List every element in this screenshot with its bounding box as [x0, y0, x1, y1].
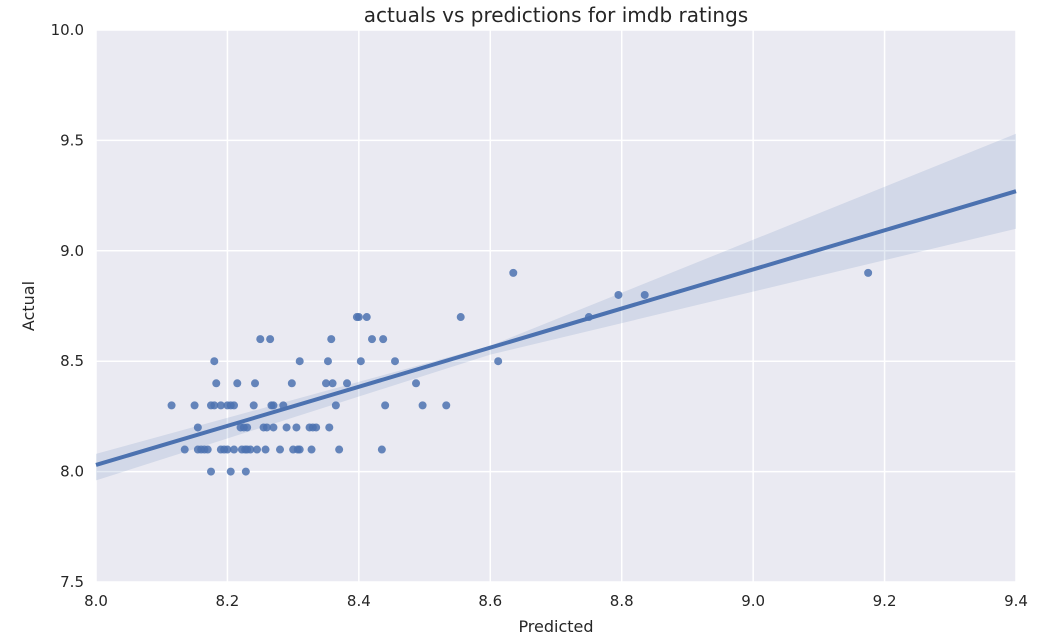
- data-point: [282, 423, 291, 432]
- data-point: [210, 357, 219, 366]
- data-point: [354, 313, 363, 322]
- regression-line-group: [95, 189, 1017, 467]
- chart-title: actuals vs predictions for imdb ratings: [364, 3, 748, 27]
- data-point: [251, 379, 260, 388]
- data-point: [362, 313, 371, 322]
- confidence-band-area: [96, 133, 1016, 481]
- data-point: [412, 379, 421, 388]
- y-tick-label: 8.5: [60, 352, 84, 370]
- data-point: [327, 335, 336, 344]
- x-tick-label: 8.8: [610, 592, 634, 610]
- data-point: [356, 357, 365, 366]
- data-point: [261, 445, 270, 454]
- x-axis-label: Predicted: [518, 617, 593, 636]
- y-tick-label: 9.5: [60, 131, 84, 149]
- data-point: [246, 445, 255, 454]
- data-point: [614, 290, 623, 299]
- data-point: [331, 401, 340, 410]
- data-point: [190, 401, 199, 410]
- data-point: [292, 423, 301, 432]
- data-point: [276, 445, 284, 454]
- x-tick-labels: 8.0 8.2 8.4 8.6 8.8 9.0 9.2 9.4: [84, 592, 1028, 610]
- data-point: [180, 445, 189, 454]
- data-point: [328, 379, 337, 388]
- data-point: [322, 379, 330, 388]
- regression-line: [95, 189, 1017, 467]
- data-point: [381, 401, 390, 410]
- x-tick-label: 9.2: [873, 592, 897, 610]
- data-point: [266, 335, 275, 344]
- x-tick-label: 9.0: [741, 592, 765, 610]
- data-point: [379, 335, 388, 344]
- data-point: [377, 445, 386, 454]
- y-axis-label: Actual: [19, 281, 38, 331]
- data-point: [335, 445, 344, 454]
- data-point: [230, 445, 238, 454]
- data-point: [269, 423, 278, 432]
- data-point: [226, 467, 235, 476]
- data-point: [325, 423, 334, 432]
- data-point: [368, 335, 376, 344]
- data-point: [216, 401, 225, 410]
- data-point: [864, 268, 873, 277]
- data-point: [312, 423, 321, 432]
- gridlines: [95, 29, 1017, 583]
- data-point: [256, 335, 265, 344]
- data-point: [418, 401, 427, 410]
- y-tick-labels: 7.5 8.0 8.5 9.0 9.5 10.0: [51, 21, 84, 591]
- data-point: [203, 445, 212, 454]
- y-tick-label: 9.0: [60, 242, 84, 260]
- data-point: [640, 290, 649, 299]
- data-point: [253, 445, 261, 454]
- y-tick-label: 10.0: [51, 21, 84, 39]
- x-tick-label: 8.4: [347, 592, 371, 610]
- confidence-band: [96, 133, 1016, 481]
- data-point: [212, 379, 221, 388]
- x-tick-label: 8.0: [84, 592, 108, 610]
- data-point: [233, 379, 242, 388]
- data-point: [230, 401, 238, 410]
- data-point: [210, 401, 219, 410]
- data-point: [307, 445, 316, 454]
- data-point: [442, 401, 451, 410]
- y-tick-label: 8.0: [60, 463, 84, 481]
- data-point: [494, 357, 503, 366]
- data-point: [262, 423, 271, 432]
- plot-area: [96, 30, 1016, 582]
- data-point: [241, 467, 250, 476]
- data-point: [391, 357, 399, 366]
- data-point: [295, 357, 304, 366]
- data-point: [323, 357, 332, 366]
- data-point: [287, 379, 296, 388]
- x-tick-label: 8.6: [478, 592, 502, 610]
- x-tick-label: 9.4: [1004, 592, 1028, 610]
- data-point: [509, 268, 518, 277]
- x-tick-label: 8.2: [215, 592, 239, 610]
- data-point: [193, 423, 202, 432]
- data-point: [343, 379, 352, 388]
- y-tick-label: 7.5: [60, 573, 84, 591]
- data-point: [243, 423, 252, 432]
- data-point: [167, 401, 176, 410]
- data-points: [167, 268, 873, 476]
- data-point: [269, 401, 278, 410]
- data-point: [295, 445, 304, 454]
- data-point: [223, 445, 232, 454]
- data-point: [456, 313, 465, 322]
- data-point: [249, 401, 258, 410]
- data-point: [207, 467, 215, 476]
